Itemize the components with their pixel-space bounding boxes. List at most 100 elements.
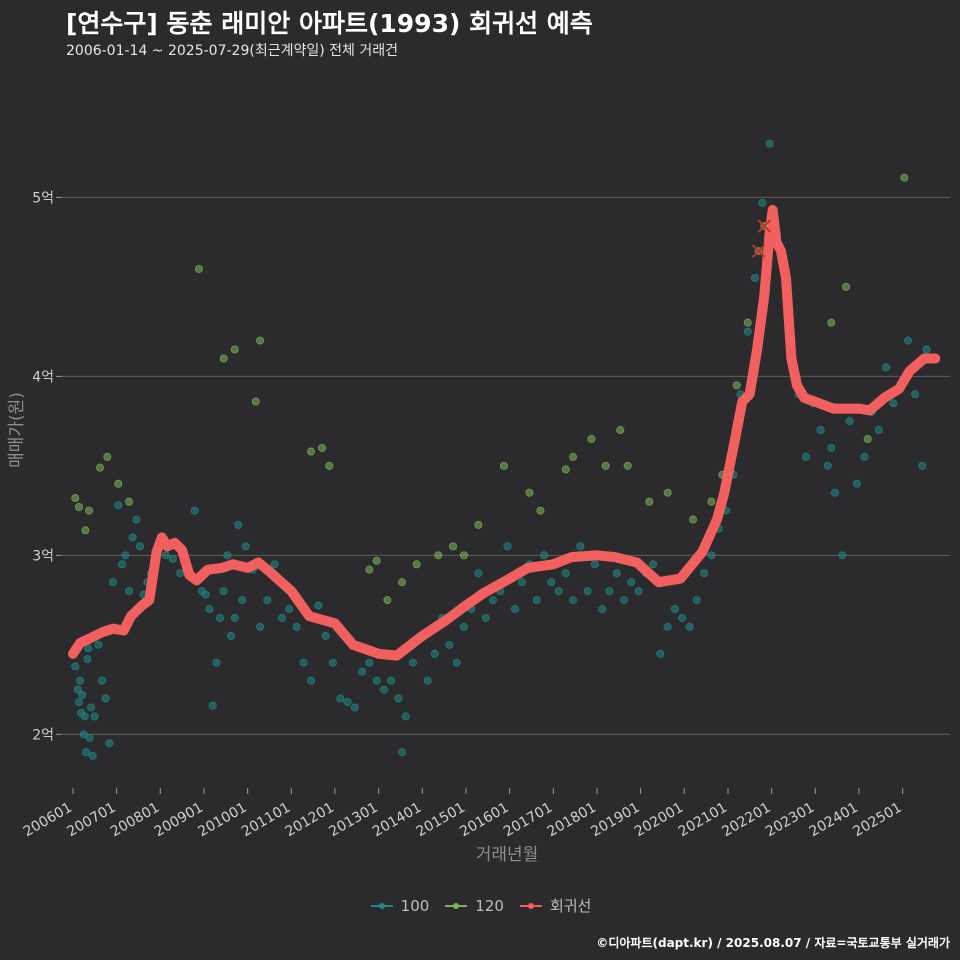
data-point-120	[536, 506, 545, 515]
x-tick-label: 202301	[763, 800, 817, 841]
highlight-marks	[752, 219, 772, 258]
data-point-100	[904, 336, 913, 345]
chart-title: [연수구] 동춘 래미안 아파트(1993) 회귀선 예측	[66, 9, 593, 38]
x-tick-label: 202501	[850, 800, 904, 841]
data-point-100	[619, 596, 628, 605]
data-point-100	[816, 426, 825, 435]
data-point-100	[201, 590, 210, 599]
data-point-120	[900, 173, 909, 182]
data-point-100	[569, 596, 578, 605]
highlight-cross-icon	[757, 219, 772, 233]
data-point-100	[838, 551, 847, 560]
x-tick-label: 201601	[457, 800, 511, 841]
regression-line	[68, 204, 941, 661]
data-point-120	[195, 264, 204, 273]
data-point-100	[135, 542, 144, 551]
data-point-100	[430, 649, 439, 658]
legend-label: 회귀선	[549, 897, 592, 915]
data-point-100	[889, 399, 898, 408]
data-point-100	[98, 676, 107, 685]
data-point-100	[823, 461, 832, 470]
data-point-100	[212, 658, 221, 667]
x-tick-label: 201301	[326, 800, 380, 841]
data-point-120	[307, 447, 316, 456]
legend-item: 100	[369, 895, 430, 916]
data-point-100	[94, 640, 103, 649]
data-point-100	[101, 694, 110, 703]
data-point-100	[277, 613, 286, 622]
data-point-100	[270, 560, 279, 569]
data-point-100	[241, 542, 250, 551]
data-point-120	[318, 443, 327, 452]
data-point-120	[251, 397, 260, 406]
data-point-120	[616, 426, 625, 435]
data-point-100	[801, 452, 810, 461]
data-point-100	[83, 655, 92, 664]
data-point-120	[525, 488, 534, 497]
data-point-100	[118, 560, 127, 569]
data-point-100	[387, 676, 396, 685]
data-point-100	[380, 685, 389, 694]
data-point-100	[230, 613, 239, 622]
data-point-100	[649, 560, 658, 569]
data-point-120	[743, 318, 752, 327]
legend: 100 120 회귀선	[0, 895, 960, 916]
data-point-100	[845, 417, 854, 426]
data-point-100	[397, 748, 406, 757]
data-point-100	[190, 506, 199, 515]
data-point-100	[205, 605, 214, 614]
data-point-100	[238, 596, 247, 605]
data-point-120	[103, 452, 112, 461]
data-point-120	[434, 551, 443, 560]
data-point-100	[78, 690, 87, 699]
data-point-100	[76, 676, 85, 685]
data-point-100	[336, 694, 345, 703]
x-tick-label: 201001	[195, 800, 249, 841]
x-tick-label: 202201	[719, 800, 773, 841]
y-tick-label: 2억	[32, 727, 54, 743]
data-point-100	[73, 685, 82, 694]
x-tick-label: 200901	[152, 800, 206, 841]
data-point-100	[234, 520, 243, 529]
data-point-120	[74, 503, 83, 512]
data-point-100	[922, 345, 931, 354]
legend-label: 120	[475, 896, 504, 915]
data-point-100	[121, 551, 130, 560]
data-point-100	[87, 703, 96, 712]
x-tick-label: 201501	[414, 800, 468, 841]
x-axis: 2006012007012008012009012010012011012012…	[21, 788, 905, 840]
data-point-100	[168, 554, 177, 563]
data-point-100	[583, 587, 592, 596]
chart-subtitle: 2006-01-14 ~ 2025-07-29(최근계약일) 전체 거래건	[66, 43, 398, 59]
data-point-100	[670, 605, 679, 614]
x-tick-label: 200801	[108, 800, 162, 841]
legend-key-icon	[370, 902, 393, 909]
data-point-100	[321, 631, 330, 640]
data-point-100	[299, 658, 308, 667]
x-tick-label: 202401	[807, 800, 861, 841]
data-point-100	[372, 676, 381, 685]
data-point-120	[219, 354, 228, 363]
data-point-100	[576, 542, 585, 551]
data-point-100	[634, 587, 643, 596]
x-tick-label: 202101	[676, 800, 730, 841]
data-point-120	[449, 542, 458, 551]
legend-key-icon	[445, 902, 468, 909]
data-point-100	[82, 748, 91, 757]
data-point-100	[285, 605, 294, 614]
data-point-120	[412, 560, 421, 569]
legend-label: 100	[400, 896, 430, 915]
legend-item: 120	[443, 895, 504, 916]
data-point-100	[90, 712, 99, 721]
data-point-100	[481, 613, 490, 622]
data-point-100	[510, 605, 519, 614]
data-point-100	[488, 596, 497, 605]
legend-key-dot	[453, 902, 460, 909]
y-tick-label: 5억	[32, 190, 54, 206]
data-point-100	[216, 613, 225, 622]
data-point-100	[176, 569, 185, 578]
data-point-100	[474, 569, 483, 578]
x-tick-label: 201401	[370, 800, 424, 841]
data-point-120	[325, 461, 334, 470]
data-point-100	[547, 578, 556, 587]
